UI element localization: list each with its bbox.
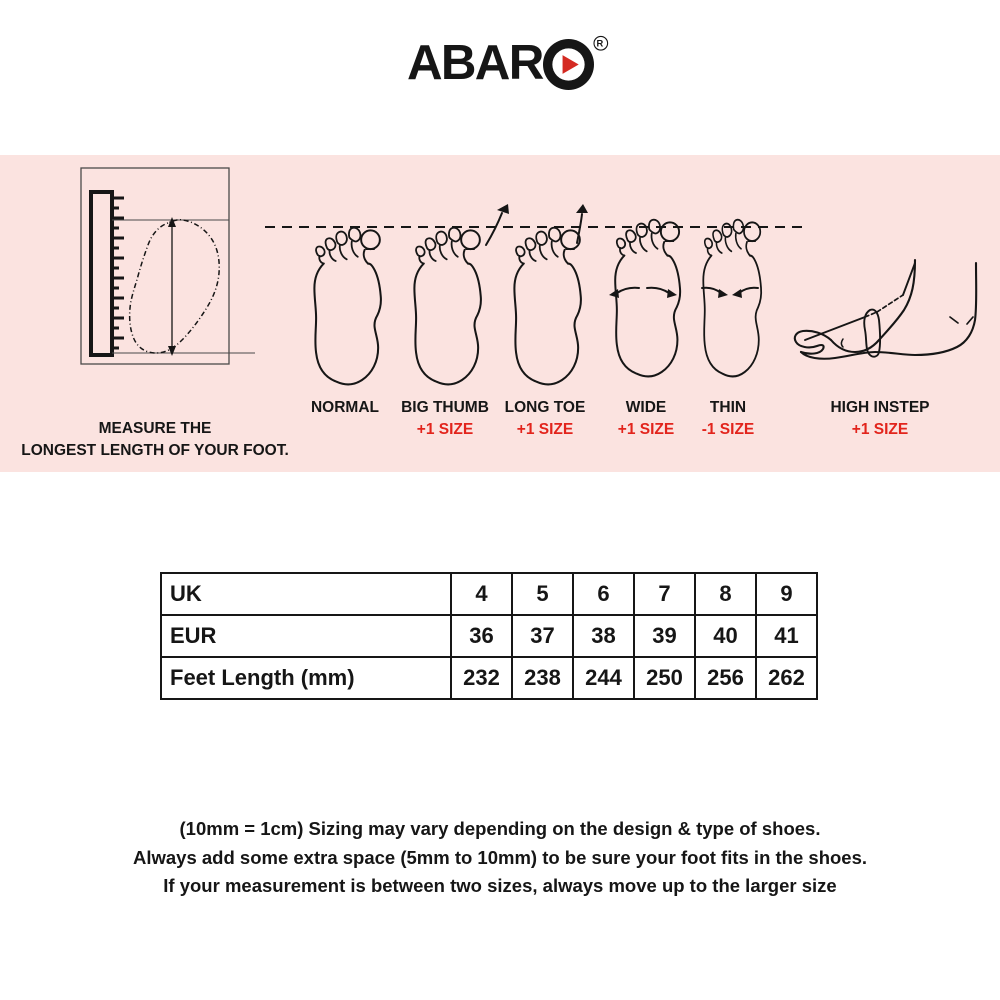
svg-text:LONG TOE: LONG TOE	[505, 399, 586, 416]
svg-text:R: R	[596, 39, 603, 49]
svg-text:ABAR: ABAR	[407, 35, 544, 90]
svg-text:+1 SIZE: +1 SIZE	[517, 421, 573, 438]
svg-text:WIDE: WIDE	[626, 399, 666, 416]
svg-text:+1 SIZE: +1 SIZE	[618, 421, 674, 438]
svg-text:THIN: THIN	[710, 399, 746, 416]
svg-text:-1 SIZE: -1 SIZE	[702, 421, 755, 438]
svg-text:+1 SIZE: +1 SIZE	[852, 421, 908, 438]
svg-text:+1 SIZE: +1 SIZE	[417, 421, 473, 438]
svg-text:NORMAL: NORMAL	[311, 399, 379, 416]
svg-text:BIG THUMB: BIG THUMB	[401, 399, 489, 416]
svg-text:HIGH INSTEP: HIGH INSTEP	[830, 399, 929, 416]
